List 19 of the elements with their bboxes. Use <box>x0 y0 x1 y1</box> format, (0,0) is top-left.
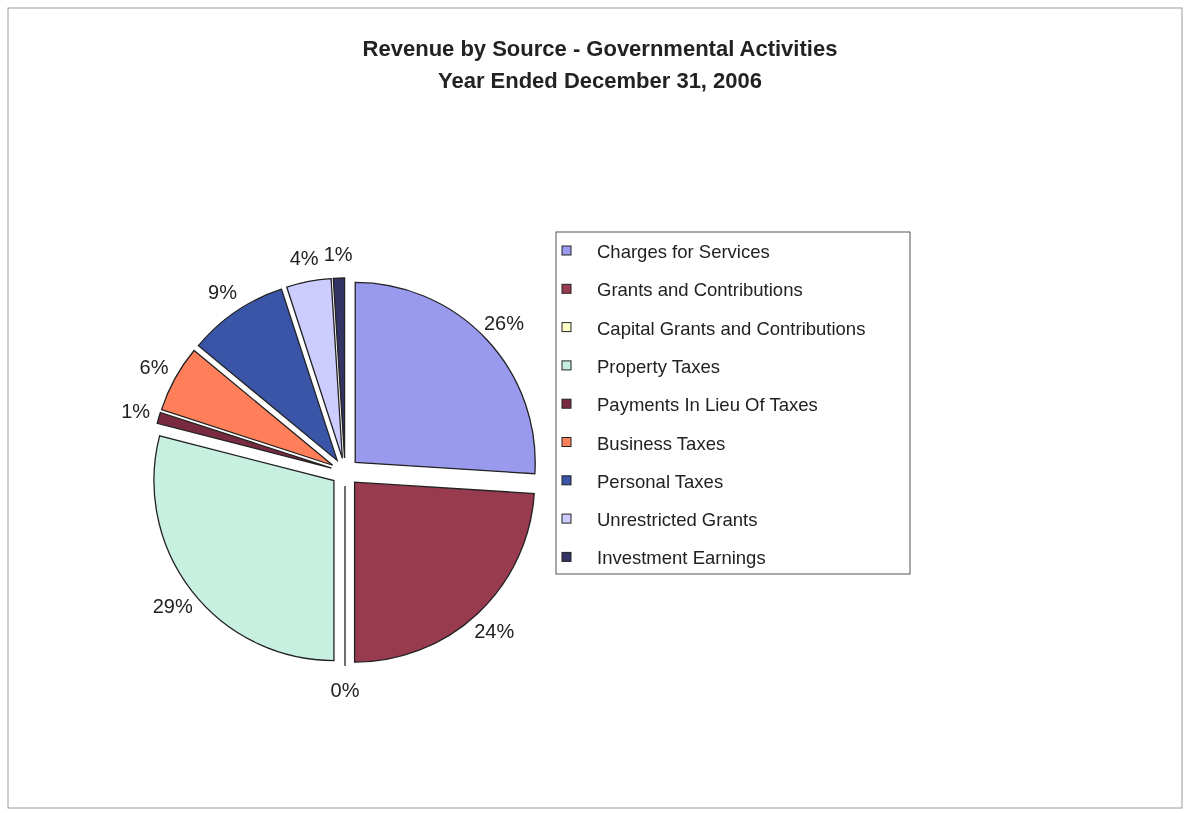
chart-title: Revenue by Source - Governmental Activities Year Ended December 31, 2006 <box>362 36 838 93</box>
legend-label: Charges for Services <box>597 241 770 262</box>
data-label: 26% <box>483 311 525 334</box>
legend-label: Investment Earnings <box>597 547 766 569</box>
legend-label: Personal Taxes <box>597 470 724 492</box>
legend-label: Business Taxes <box>597 432 726 454</box>
text: 0% <box>330 679 360 701</box>
data-label: 4% <box>289 246 319 269</box>
legend-label: Unrestricted Grants <box>597 509 758 531</box>
data-label: 24% <box>474 619 515 642</box>
data-label: 9% <box>208 280 238 303</box>
legend-label: Grants and Contributions <box>597 279 803 301</box>
legend-label: Property Taxes <box>597 355 721 377</box>
data-label: 1% <box>323 243 353 266</box>
data-label: 6% <box>139 355 169 378</box>
legend-label: Capital Grants and Contributions <box>597 317 866 339</box>
data-label: 1% <box>121 400 151 423</box>
legend-label: Payments In Lieu Of Taxes <box>597 394 818 416</box>
data-label: 29% <box>152 594 193 617</box>
